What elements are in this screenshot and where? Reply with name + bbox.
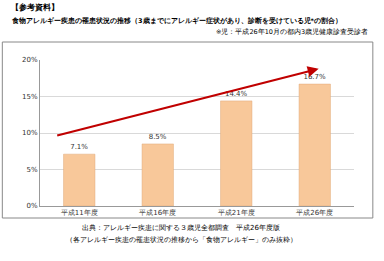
svg-text:15%: 15% bbox=[22, 93, 38, 101]
svg-text:平成11年度: 平成11年度 bbox=[61, 209, 98, 217]
svg-text:【参考資料】: 【参考資料】 bbox=[11, 3, 59, 12]
svg-text:（各アレルギー疾患の罹患状況の推移から「食物アレルギー」のみ: （各アレルギー疾患の罹患状況の推移から「食物アレルギー」のみ抜粋） bbox=[66, 236, 297, 244]
svg-text:平成16年度: 平成16年度 bbox=[139, 209, 176, 217]
svg-text:5%: 5% bbox=[26, 166, 37, 174]
svg-text:平成26年度: 平成26年度 bbox=[296, 209, 333, 217]
svg-text:平成21年度: 平成21年度 bbox=[218, 209, 255, 217]
svg-text:7.1%: 7.1% bbox=[70, 143, 88, 151]
svg-text:食物アレルギー疾患の罹患状況の推移（3歳までにアレルギー症状: 食物アレルギー疾患の罹患状況の推移（3歳までにアレルギー症状があり、診断を受けて… bbox=[11, 16, 342, 25]
svg-text:16.7%: 16.7% bbox=[303, 73, 326, 81]
svg-text:14.4%: 14.4% bbox=[225, 90, 248, 98]
svg-text:0%: 0% bbox=[26, 202, 37, 210]
svg-text:出典：アレルギー疾患に関する３歳児全都調査 平成26年度版: 出典：アレルギー疾患に関する３歳児全都調査 平成26年度版 bbox=[82, 224, 280, 232]
svg-text:10%: 10% bbox=[22, 129, 38, 137]
svg-text:8.5%: 8.5% bbox=[149, 133, 167, 141]
svg-text:※児：平成26年10月の都内3歳児健康診査受診者: ※児：平成26年10月の都内3歳児健康診査受診者 bbox=[216, 28, 368, 36]
svg-text:20%: 20% bbox=[22, 56, 38, 64]
